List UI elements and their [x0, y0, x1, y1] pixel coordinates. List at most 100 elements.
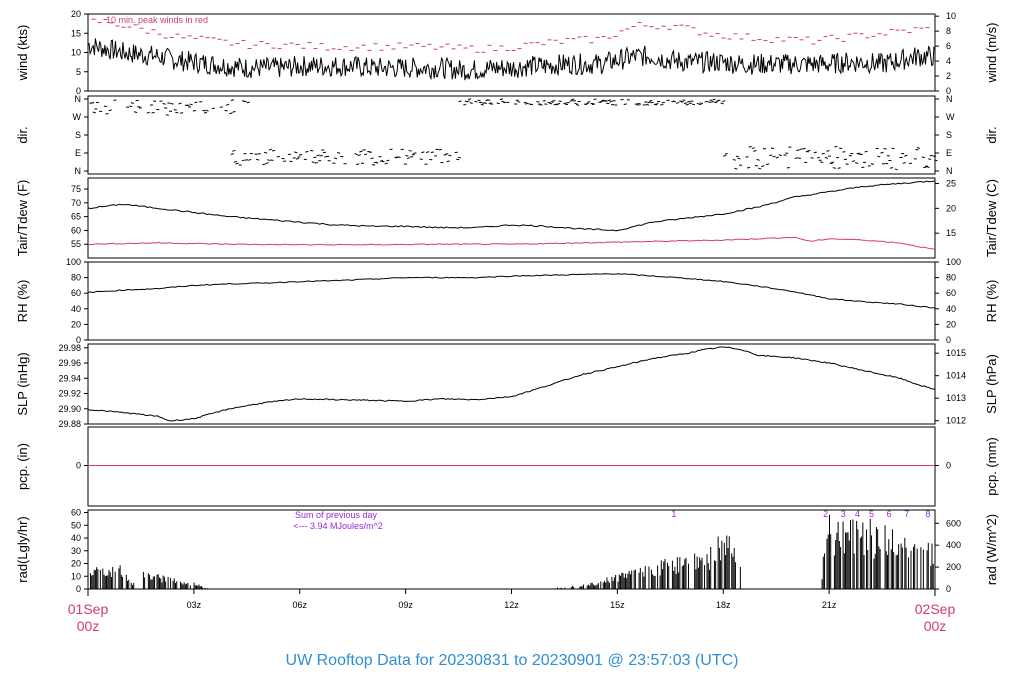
rad-tick-label-right: 400 — [946, 540, 961, 550]
pcp-tick-label-right: 0 — [946, 461, 951, 471]
rad-hour-mark: 7 — [904, 509, 909, 519]
dir-mark-1 — [370, 157, 374, 160]
dir-mark-3 — [826, 150, 830, 152]
rh-panel-frame — [87, 261, 936, 341]
rad-tick-label-right: 0 — [946, 584, 951, 594]
rh-tick-label-right: 20 — [946, 319, 956, 329]
wind-tick-label-right: 10 — [946, 11, 956, 21]
dir-ylabel-right: dir. — [984, 126, 999, 143]
dir-mark-3 — [802, 147, 806, 150]
temp-tick-label-left: 55 — [71, 239, 81, 249]
rad-hour-mark: 5 — [869, 509, 874, 519]
tair-line — [87, 180, 936, 232]
dir-mark-2 — [583, 103, 588, 106]
rad-hour-mark: 8 — [925, 509, 930, 519]
slp-ylabel-left: SLP (inHg) — [15, 352, 30, 415]
dir-mark-1 — [311, 161, 315, 164]
dir-mark-1 — [241, 159, 245, 162]
dir-mark-3 — [770, 147, 775, 150]
dir-mark-3 — [748, 145, 752, 148]
dir-mark-2 — [591, 103, 596, 106]
slp-tick-label-left: 29.92 — [58, 389, 81, 399]
dir-mark-2 — [623, 103, 627, 105]
wind-tick-label-right: 0 — [946, 86, 951, 96]
dir-mark-3 — [908, 162, 913, 165]
rad-tick-label-left: 0 — [76, 584, 81, 594]
dir-mark-0 — [230, 99, 235, 101]
dir-mark-2 — [574, 102, 578, 105]
slp-line — [87, 346, 936, 422]
dir-tick-label-right: S — [946, 130, 952, 140]
pcp-panel-frame — [87, 426, 936, 507]
temp-ylabel-left: Tair/Tdew (F) — [15, 180, 30, 257]
dir-mark-1 — [394, 156, 398, 159]
dir-mark-1 — [230, 153, 234, 155]
dir-mark-3 — [745, 156, 749, 158]
dir-mark-0 — [146, 111, 150, 114]
rh-tick-label-right: 100 — [946, 257, 961, 267]
pcp-tick-label-left: 0 — [76, 461, 81, 471]
wind-tick-label-left: 5 — [76, 67, 81, 77]
dir-tick-label-left: N — [75, 94, 82, 104]
dir-mark-2 — [552, 99, 556, 102]
dir-mark-1 — [397, 156, 401, 159]
dir-mark-3 — [735, 155, 740, 158]
dir-mark-1 — [333, 157, 338, 160]
rh-tick-label-left: 40 — [71, 304, 81, 314]
rad-ylabel-left: rad(Lgly/hr) — [15, 516, 30, 582]
rh-tick-label-right: 0 — [946, 335, 951, 345]
dir-mark-3 — [856, 152, 860, 155]
dir-mark-2 — [536, 100, 540, 103]
dir-mark-0 — [246, 101, 250, 104]
dir-mark-1 — [337, 152, 341, 154]
dir-tick-label-left: W — [73, 112, 82, 122]
dir-mark-2 — [699, 102, 704, 104]
dir-mark-2 — [474, 100, 478, 103]
temp-ylabel-right: Tair/Tdew (C) — [984, 179, 999, 257]
dir-mark-2 — [602, 100, 607, 102]
dir-mark-1 — [364, 153, 368, 156]
rad-hour-mark: 1 — [671, 509, 676, 519]
dir-mark-1 — [438, 148, 442, 151]
x-tick-label: 09z — [398, 600, 413, 610]
dir-mark-3 — [829, 162, 833, 165]
pcp-ylabel-right: pcp. (mm) — [984, 437, 999, 496]
dir-mark-2 — [577, 100, 581, 103]
dir-mark-1 — [405, 154, 409, 157]
dir-mark-0 — [189, 103, 193, 106]
dir-mark-0 — [178, 102, 182, 105]
dir-mark-3 — [746, 166, 751, 169]
dir-mark-3 — [894, 168, 898, 171]
dir-mark-0 — [92, 111, 96, 114]
dir-mark-0 — [180, 112, 184, 114]
temp-tick-label-left: 75 — [71, 184, 81, 194]
dir-mark-1 — [373, 161, 377, 164]
dir-mark-1 — [265, 162, 269, 165]
dir-mark-1 — [371, 164, 376, 166]
dir-mark-2 — [675, 101, 680, 104]
temp-tick-label-left: 60 — [71, 225, 81, 235]
dir-mark-2 — [599, 100, 604, 103]
x-tick-label: 06z — [292, 600, 307, 610]
dir-mark-0 — [162, 102, 166, 105]
x-end-date: 02Sep — [915, 601, 956, 617]
dir-mark-1 — [406, 157, 411, 159]
pcp-ylabel-left: pcp. (in) — [15, 443, 30, 490]
dir-mark-2 — [548, 102, 553, 105]
chart-title: UW Rooftop Data for 20230831 to 20230901… — [286, 652, 739, 669]
dir-mark-3 — [775, 156, 779, 159]
dir-mark-2 — [720, 102, 724, 105]
dir-mark-3 — [756, 158, 760, 161]
dir-mark-3 — [837, 167, 841, 169]
rad-hour-mark: 4 — [855, 509, 860, 519]
dir-tick-label-left: E — [75, 148, 81, 158]
dir-mark-1 — [379, 159, 384, 162]
dir-mark-1 — [262, 163, 266, 166]
dir-mark-2 — [707, 101, 711, 103]
dir-mark-2 — [467, 98, 472, 100]
dir-tick-label-left: S — [75, 130, 81, 140]
dir-mark-2 — [556, 102, 561, 105]
rad-ylabel-right: rad (W/m^2) — [984, 514, 999, 585]
dir-mark-0 — [151, 111, 155, 114]
